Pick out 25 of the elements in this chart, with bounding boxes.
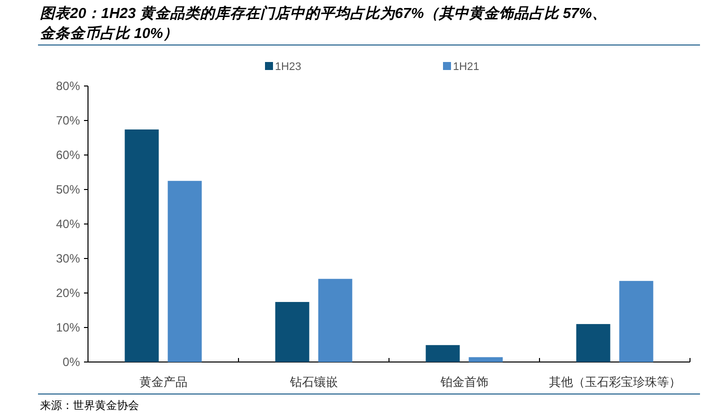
y-tick-label: 60%: [56, 148, 80, 162]
y-tick-label: 70%: [56, 114, 80, 128]
bar: [426, 345, 460, 362]
source-note: 来源：世界黄金协会: [40, 399, 139, 412]
bar: [576, 324, 610, 362]
bar: [168, 180, 202, 362]
y-tick-label: 50%: [56, 182, 80, 196]
y-tick-label: 20%: [56, 286, 80, 300]
legend-label: 1H21: [453, 61, 480, 73]
title: 图表20：1H23 黄金品类的库存在门店中的平均占比为67%（其中黄金饰品占比 57%、金条金币占比 10%）: [40, 6, 607, 42]
y-tick-label: 30%: [56, 252, 80, 266]
y-tick-label: 80%: [56, 79, 80, 93]
x-tick-label: 钻石镶嵌: [288, 375, 338, 389]
bar: [468, 357, 503, 362]
x-tick-label: 其他（玉石彩宝珍珠等）: [548, 375, 681, 389]
y-tick-label: 10%: [56, 320, 80, 334]
y-tick-label: 0%: [62, 355, 80, 369]
bar: [318, 278, 352, 362]
legend-label: 1H23: [275, 61, 302, 73]
bar: [275, 302, 310, 362]
y-tick-label: 40%: [56, 217, 80, 231]
x-tick-label: 黄金产品: [139, 375, 188, 389]
bar: [619, 280, 654, 362]
bar: [124, 129, 159, 362]
x-tick-label: 铂金首饰: [439, 375, 488, 389]
